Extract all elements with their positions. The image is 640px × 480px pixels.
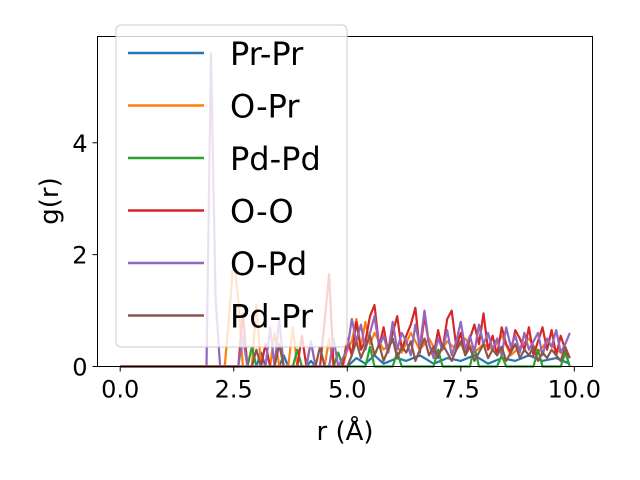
legend-label-o-o: O-O bbox=[230, 193, 294, 231]
x-tick-label: 2.5 bbox=[215, 376, 253, 404]
x-tick-label: 0.0 bbox=[101, 376, 139, 404]
y-axis: 0 2 4 bbox=[72, 130, 98, 382]
x-tick-label: 10.0 bbox=[548, 376, 601, 404]
legend: Pr-Pr O-Pr Pd-Pd O-O O-Pd Pd-Pr bbox=[115, 24, 348, 348]
x-axis-label: r (Å) bbox=[316, 415, 373, 447]
y-tick-label: 0 bbox=[72, 354, 87, 382]
legend-label-pd-pd: Pd-Pd bbox=[230, 140, 321, 178]
y-tick-label: 2 bbox=[72, 242, 87, 270]
y-tick-label: 4 bbox=[72, 130, 87, 158]
legend-label-pd-pr: Pd-Pr bbox=[230, 298, 314, 336]
legend-label-o-pr: O-Pr bbox=[230, 88, 300, 126]
x-tick-label: 5.0 bbox=[328, 376, 366, 404]
legend-label-o-pd: O-Pd bbox=[230, 245, 307, 283]
x-tick-label: 7.5 bbox=[442, 376, 480, 404]
y-axis-label: g(r) bbox=[35, 177, 65, 224]
legend-label-pr-pr: Pr-Pr bbox=[230, 35, 304, 73]
x-axis: 0.0 2.5 5.0 7.5 10.0 bbox=[101, 366, 601, 404]
